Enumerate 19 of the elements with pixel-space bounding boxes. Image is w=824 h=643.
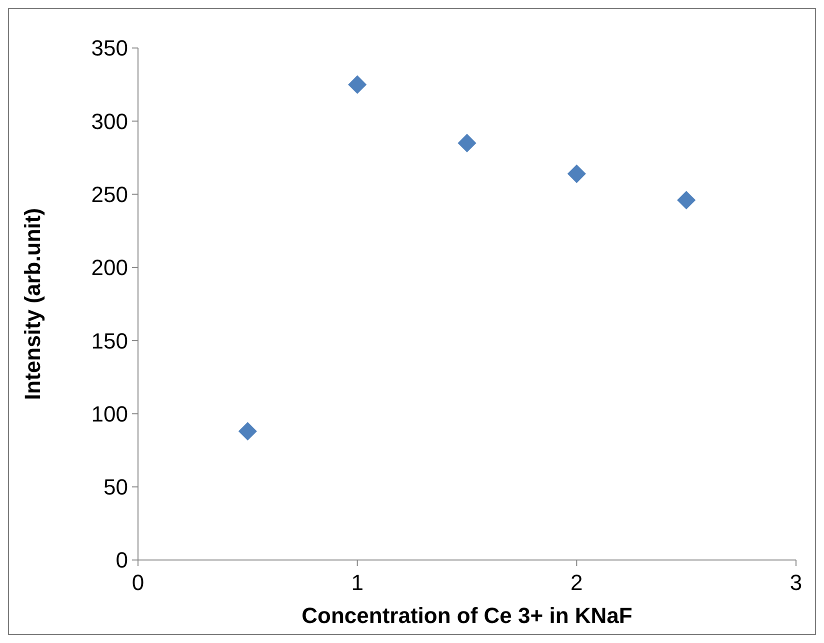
y-tick-label: 200: [91, 255, 128, 280]
point: [458, 134, 476, 152]
x-tick-label: 1: [351, 570, 364, 595]
y-tick-label: 150: [91, 328, 128, 354]
point: [677, 190, 696, 210]
y-tick-label: 50: [104, 474, 128, 500]
x-tick-label: 3: [790, 570, 802, 595]
y-tick-label: 0: [116, 548, 128, 573]
x-tick-label: 0: [132, 570, 144, 595]
x-tick-label: 2: [570, 570, 583, 595]
point: [567, 164, 586, 184]
y-tick-label: 350: [91, 36, 128, 61]
y-tick-label: 300: [91, 108, 128, 134]
y-axis-title: Intensity (arb.unit): [20, 208, 45, 400]
x-axis-title: Concentration of Ce 3+ in KNaF: [302, 603, 632, 628]
point: [238, 422, 257, 441]
point: [348, 75, 367, 94]
y-tick-label: 250: [91, 182, 128, 207]
y-tick-label: 100: [91, 401, 128, 426]
